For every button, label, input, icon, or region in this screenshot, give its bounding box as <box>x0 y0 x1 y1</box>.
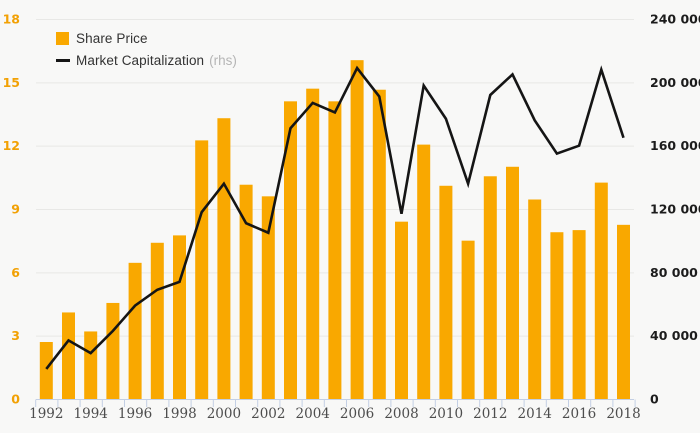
bar-2013 <box>506 166 519 399</box>
market-cap-line <box>45 65 625 370</box>
bar-2007 <box>372 89 386 399</box>
left-axis-labels: 0 3 6 9 12 15 18 <box>3 12 21 407</box>
market-cap-line-swatch <box>56 59 70 62</box>
legend-item-share-price: Share Price <box>56 29 237 48</box>
bar-2005 <box>328 101 342 399</box>
share-price-bars <box>39 60 630 400</box>
bar-2009 <box>417 144 431 399</box>
x-axis-tick-label: 2004 <box>296 406 330 422</box>
x-axis-tick-label: 2010 <box>429 406 463 422</box>
bar-1998 <box>173 235 186 399</box>
x-axis-tick-label: 2012 <box>473 406 507 422</box>
bar-2004 <box>306 88 320 400</box>
bar-2017 <box>594 182 608 399</box>
bar-2011 <box>461 240 475 399</box>
x-axis-tick-label: 1996 <box>118 406 152 422</box>
x-axis-tick-label: 1998 <box>162 406 196 422</box>
bar-2010 <box>439 185 453 399</box>
bar-2014 <box>528 199 542 399</box>
market-cap-label: Market Capitalization <box>76 53 205 68</box>
bar-1999 <box>195 140 209 399</box>
bar-2001 <box>239 184 253 399</box>
right-axis-tick-label: 160 000 <box>650 138 700 153</box>
bar-1996 <box>128 262 142 399</box>
share-price-swatch <box>56 32 69 45</box>
right-axis-tick-label: 80 000 <box>650 265 698 280</box>
legend-item-market-cap: Market Capitalization (rhs) <box>56 51 237 70</box>
x-axis-tick-label: 2014 <box>518 406 552 422</box>
bar-2000 <box>217 118 231 399</box>
right-axis-labels: 0 40 000 80 000 120 000 160 000 200 000 240 00… <box>650 12 700 407</box>
bar-2003 <box>284 101 297 399</box>
x-axis-labels: 1992 1994 1996 1998 2000 2002 2004 2006 2008 2010… <box>29 406 641 422</box>
x-axis-tick-label: 2002 <box>251 406 285 422</box>
x-axis-tick-label: 1992 <box>29 406 63 422</box>
right-axis-tick-label: 240 000 <box>650 12 700 27</box>
bar-2002 <box>261 196 275 399</box>
left-axis-tick-label: 15 <box>3 75 20 90</box>
bar-2006 <box>350 60 364 400</box>
left-axis-tick-label: 3 <box>11 328 20 343</box>
bar-1997 <box>150 242 164 399</box>
right-axis-tick-label: 40 000 <box>650 328 698 343</box>
chart-legend: Share Price Market Capitalization (rhs) <box>56 29 237 70</box>
bar-2016 <box>572 230 586 399</box>
bar-2012 <box>483 176 497 399</box>
right-axis-tick-label: 200 000 <box>650 75 700 90</box>
bar-2018 <box>617 224 630 399</box>
left-axis-tick-label: 9 <box>11 202 20 217</box>
x-axis-tick-label: 2000 <box>207 406 241 422</box>
bar-1994 <box>84 331 98 399</box>
bar-2008 <box>395 221 408 399</box>
right-axis-tick-label: 0 <box>650 392 659 407</box>
left-axis-tick-label: 6 <box>11 265 20 280</box>
bar-1992 <box>39 342 53 399</box>
x-axis-tick-label: 2006 <box>340 406 374 422</box>
market-cap-rhs-suffix: (rhs) <box>209 53 237 68</box>
x-axis-tick-label: 1994 <box>74 406 108 422</box>
share-price-label: Share Price <box>76 31 148 46</box>
x-axis-tick-label: 2016 <box>562 406 596 422</box>
x-axis-tick-label: 2008 <box>384 406 418 422</box>
bar-1995 <box>106 302 120 399</box>
left-axis-tick-label: 12 <box>3 138 20 153</box>
bar-1993 <box>62 312 75 399</box>
x-axis <box>35 399 636 407</box>
bar-2015 <box>550 232 564 399</box>
left-axis-tick-label: 18 <box>3 12 20 27</box>
right-axis-tick-label: 120 000 <box>650 202 700 217</box>
left-axis-tick-label: 0 <box>11 392 20 407</box>
x-axis-tick-label: 2018 <box>606 406 640 422</box>
